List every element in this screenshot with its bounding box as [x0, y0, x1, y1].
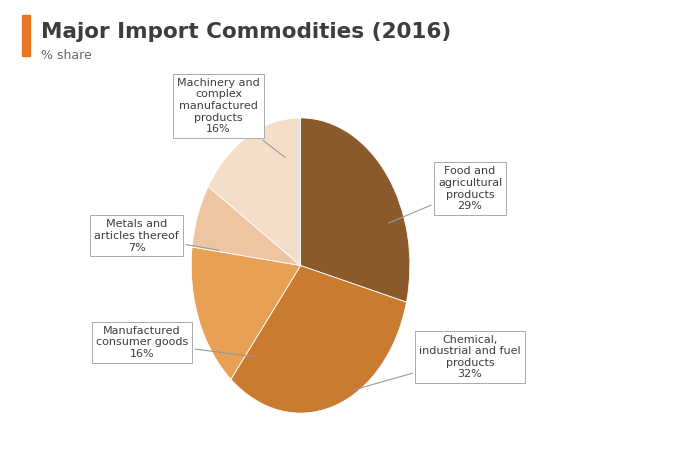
Wedge shape	[208, 118, 301, 266]
Text: % share: % share	[41, 50, 92, 62]
Text: Metals and
articles thereof
7%: Metals and articles thereof 7%	[94, 220, 219, 252]
Text: Manufactured
consumer goods
16%: Manufactured consumer goods 16%	[96, 326, 254, 359]
Wedge shape	[301, 118, 410, 302]
Text: Chemical,
industrial and fuel
products
32%: Chemical, industrial and fuel products 3…	[352, 335, 521, 390]
Wedge shape	[231, 266, 406, 413]
Wedge shape	[192, 247, 301, 379]
Text: Major Import Commodities (2016): Major Import Commodities (2016)	[41, 22, 451, 42]
Text: Food and
agricultural
products
29%: Food and agricultural products 29%	[389, 166, 502, 223]
Wedge shape	[192, 186, 301, 266]
Text: Machinery and
complex
manufactured
products
16%: Machinery and complex manufactured produ…	[177, 78, 285, 158]
